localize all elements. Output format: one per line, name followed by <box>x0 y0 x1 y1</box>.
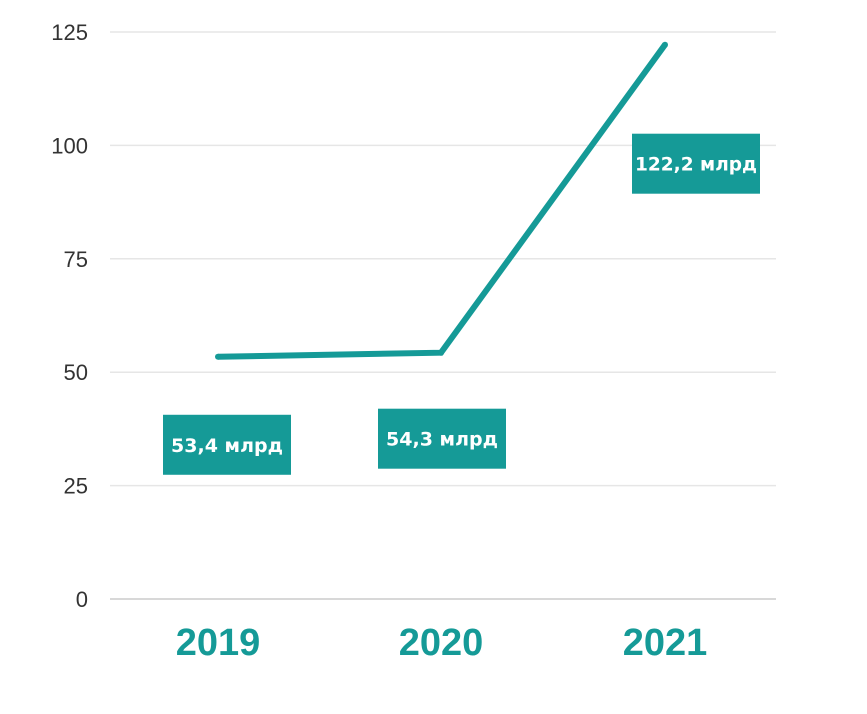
data-point-2021 <box>662 41 668 48</box>
series-line <box>217 42 668 360</box>
data-label-2020: 54,3 млрд <box>378 408 506 469</box>
data-label-box <box>163 414 291 475</box>
data-label-box <box>632 133 760 194</box>
data-point-2020 <box>438 349 444 356</box>
data-label-box <box>378 408 506 469</box>
y-tick-label: 50 <box>64 360 88 385</box>
data-label-text: 53,4 млрд <box>171 435 283 457</box>
series <box>215 41 668 360</box>
data-label-2019: 53,4 млрд <box>163 414 291 475</box>
y-tick-label: 25 <box>64 474 88 499</box>
data-label-text: 122,2 млрд <box>635 154 757 176</box>
data-label-text: 54,3 млрд <box>386 429 498 451</box>
x-tick-label: 2021 <box>623 622 708 664</box>
y-tick-label: 100 <box>51 133 88 158</box>
grid <box>110 31 776 600</box>
y-tick-label: 75 <box>64 247 88 272</box>
data-labels: 53,4 млрд 54,3 млрд 122,2 млрд <box>163 133 760 475</box>
x-tick-label: 2020 <box>399 622 484 664</box>
x-tick-label: 2019 <box>176 622 261 664</box>
data-label-2021: 122,2 млрд <box>632 133 760 194</box>
x-axis: 2019 2020 2021 <box>176 622 708 664</box>
y-axis: 0 25 50 75 100 125 <box>51 20 88 612</box>
y-tick-label: 0 <box>76 587 88 612</box>
y-tick-label: 125 <box>51 20 88 45</box>
data-point-2019 <box>215 353 221 360</box>
